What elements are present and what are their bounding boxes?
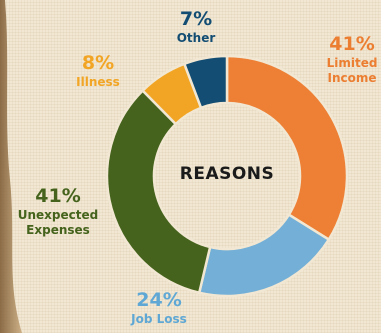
category-label-illness-line-1: Illness <box>76 75 120 89</box>
decorative-wrap-left-edge <box>0 0 22 333</box>
slice-limited-income <box>225 54 349 242</box>
pct-label-limited-income: 41% <box>329 33 374 55</box>
donut-slices <box>105 54 349 298</box>
slice-unexpected-expenses <box>105 88 212 295</box>
center-label: REASONS <box>180 164 275 184</box>
slice-other <box>182 54 229 110</box>
slice-job-loss <box>197 212 331 298</box>
pct-label-other: 7% <box>180 8 212 30</box>
category-label-other-line-1: Other <box>177 31 216 45</box>
pct-label-job-loss: 24% <box>136 289 181 311</box>
category-label-limited-income-line-1: Limited <box>327 56 378 70</box>
category-label-unexpected-expenses-line-2: Expenses <box>26 223 90 237</box>
category-label-unexpected-expenses-line-1: Unexpected <box>18 208 98 222</box>
pct-label-unexpected-expenses: 41% <box>35 185 80 207</box>
category-label-limited-income-line-2: Income <box>327 71 376 85</box>
category-label-job-loss-line-1: Job Loss <box>130 312 187 326</box>
pct-label-illness: 8% <box>82 52 114 74</box>
